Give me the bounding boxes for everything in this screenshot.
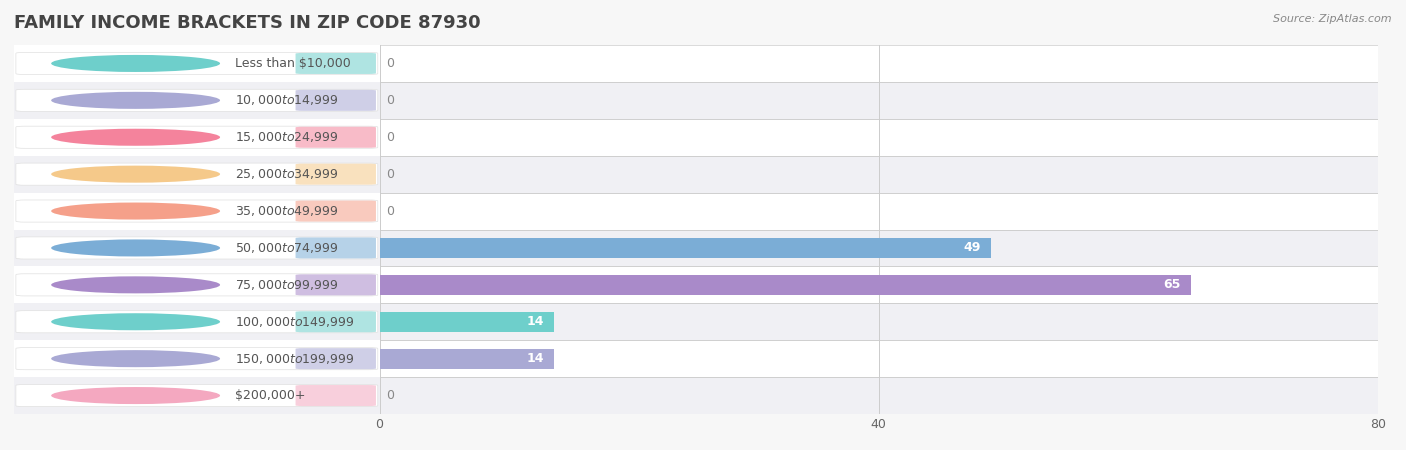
FancyBboxPatch shape: [295, 348, 375, 369]
FancyBboxPatch shape: [380, 303, 1378, 340]
FancyBboxPatch shape: [295, 274, 375, 295]
Text: FAMILY INCOME BRACKETS IN ZIP CODE 87930: FAMILY INCOME BRACKETS IN ZIP CODE 87930: [14, 14, 481, 32]
Circle shape: [51, 350, 221, 367]
Circle shape: [51, 387, 221, 404]
Text: 0: 0: [385, 389, 394, 402]
FancyBboxPatch shape: [14, 230, 380, 266]
FancyBboxPatch shape: [380, 266, 1378, 303]
FancyBboxPatch shape: [14, 45, 380, 82]
Circle shape: [51, 55, 221, 72]
FancyBboxPatch shape: [15, 163, 378, 185]
Text: $10,000 to $14,999: $10,000 to $14,999: [235, 93, 339, 108]
FancyBboxPatch shape: [14, 156, 380, 193]
FancyBboxPatch shape: [15, 89, 378, 112]
Bar: [380, 348, 554, 369]
Circle shape: [51, 276, 221, 293]
Circle shape: [51, 92, 221, 109]
Text: $200,000+: $200,000+: [235, 389, 305, 402]
FancyBboxPatch shape: [380, 193, 1378, 230]
FancyBboxPatch shape: [15, 310, 378, 333]
Text: 65: 65: [1163, 279, 1181, 291]
Text: 0: 0: [385, 57, 394, 70]
Text: 14: 14: [527, 352, 544, 365]
FancyBboxPatch shape: [380, 230, 1378, 266]
FancyBboxPatch shape: [295, 127, 375, 148]
Circle shape: [51, 202, 221, 220]
FancyBboxPatch shape: [295, 311, 375, 332]
FancyBboxPatch shape: [380, 82, 1378, 119]
Bar: [380, 311, 554, 332]
Text: $75,000 to $99,999: $75,000 to $99,999: [235, 278, 339, 292]
Text: $35,000 to $49,999: $35,000 to $49,999: [235, 204, 339, 218]
FancyBboxPatch shape: [295, 385, 375, 406]
FancyBboxPatch shape: [14, 340, 380, 377]
FancyBboxPatch shape: [15, 347, 378, 370]
Text: 49: 49: [963, 242, 981, 254]
Text: $50,000 to $74,999: $50,000 to $74,999: [235, 241, 339, 255]
FancyBboxPatch shape: [15, 237, 378, 259]
FancyBboxPatch shape: [15, 200, 378, 222]
Text: Less than $10,000: Less than $10,000: [235, 57, 350, 70]
FancyBboxPatch shape: [295, 90, 375, 111]
FancyBboxPatch shape: [15, 126, 378, 148]
Text: $25,000 to $34,999: $25,000 to $34,999: [235, 167, 339, 181]
FancyBboxPatch shape: [15, 274, 378, 296]
Circle shape: [51, 166, 221, 183]
FancyBboxPatch shape: [15, 52, 378, 75]
FancyBboxPatch shape: [295, 53, 375, 74]
Text: 0: 0: [385, 168, 394, 180]
Text: $15,000 to $24,999: $15,000 to $24,999: [235, 130, 339, 144]
FancyBboxPatch shape: [380, 45, 1378, 82]
FancyBboxPatch shape: [295, 238, 375, 258]
Circle shape: [51, 129, 221, 146]
FancyBboxPatch shape: [14, 303, 380, 340]
FancyBboxPatch shape: [380, 156, 1378, 193]
Text: $100,000 to $149,999: $100,000 to $149,999: [235, 315, 354, 329]
FancyBboxPatch shape: [14, 266, 380, 303]
FancyBboxPatch shape: [295, 201, 375, 221]
FancyBboxPatch shape: [295, 164, 375, 184]
FancyBboxPatch shape: [14, 193, 380, 230]
Text: Source: ZipAtlas.com: Source: ZipAtlas.com: [1274, 14, 1392, 23]
Circle shape: [51, 313, 221, 330]
FancyBboxPatch shape: [14, 82, 380, 119]
FancyBboxPatch shape: [380, 377, 1378, 414]
Bar: [380, 238, 991, 258]
Text: 0: 0: [385, 205, 394, 217]
FancyBboxPatch shape: [15, 384, 378, 407]
Bar: [380, 274, 1191, 295]
FancyBboxPatch shape: [380, 119, 1378, 156]
Text: $150,000 to $199,999: $150,000 to $199,999: [235, 351, 354, 366]
FancyBboxPatch shape: [380, 340, 1378, 377]
FancyBboxPatch shape: [14, 119, 380, 156]
Text: 14: 14: [527, 315, 544, 328]
Text: 0: 0: [385, 94, 394, 107]
Circle shape: [51, 239, 221, 256]
FancyBboxPatch shape: [14, 377, 380, 414]
Text: 0: 0: [385, 131, 394, 144]
